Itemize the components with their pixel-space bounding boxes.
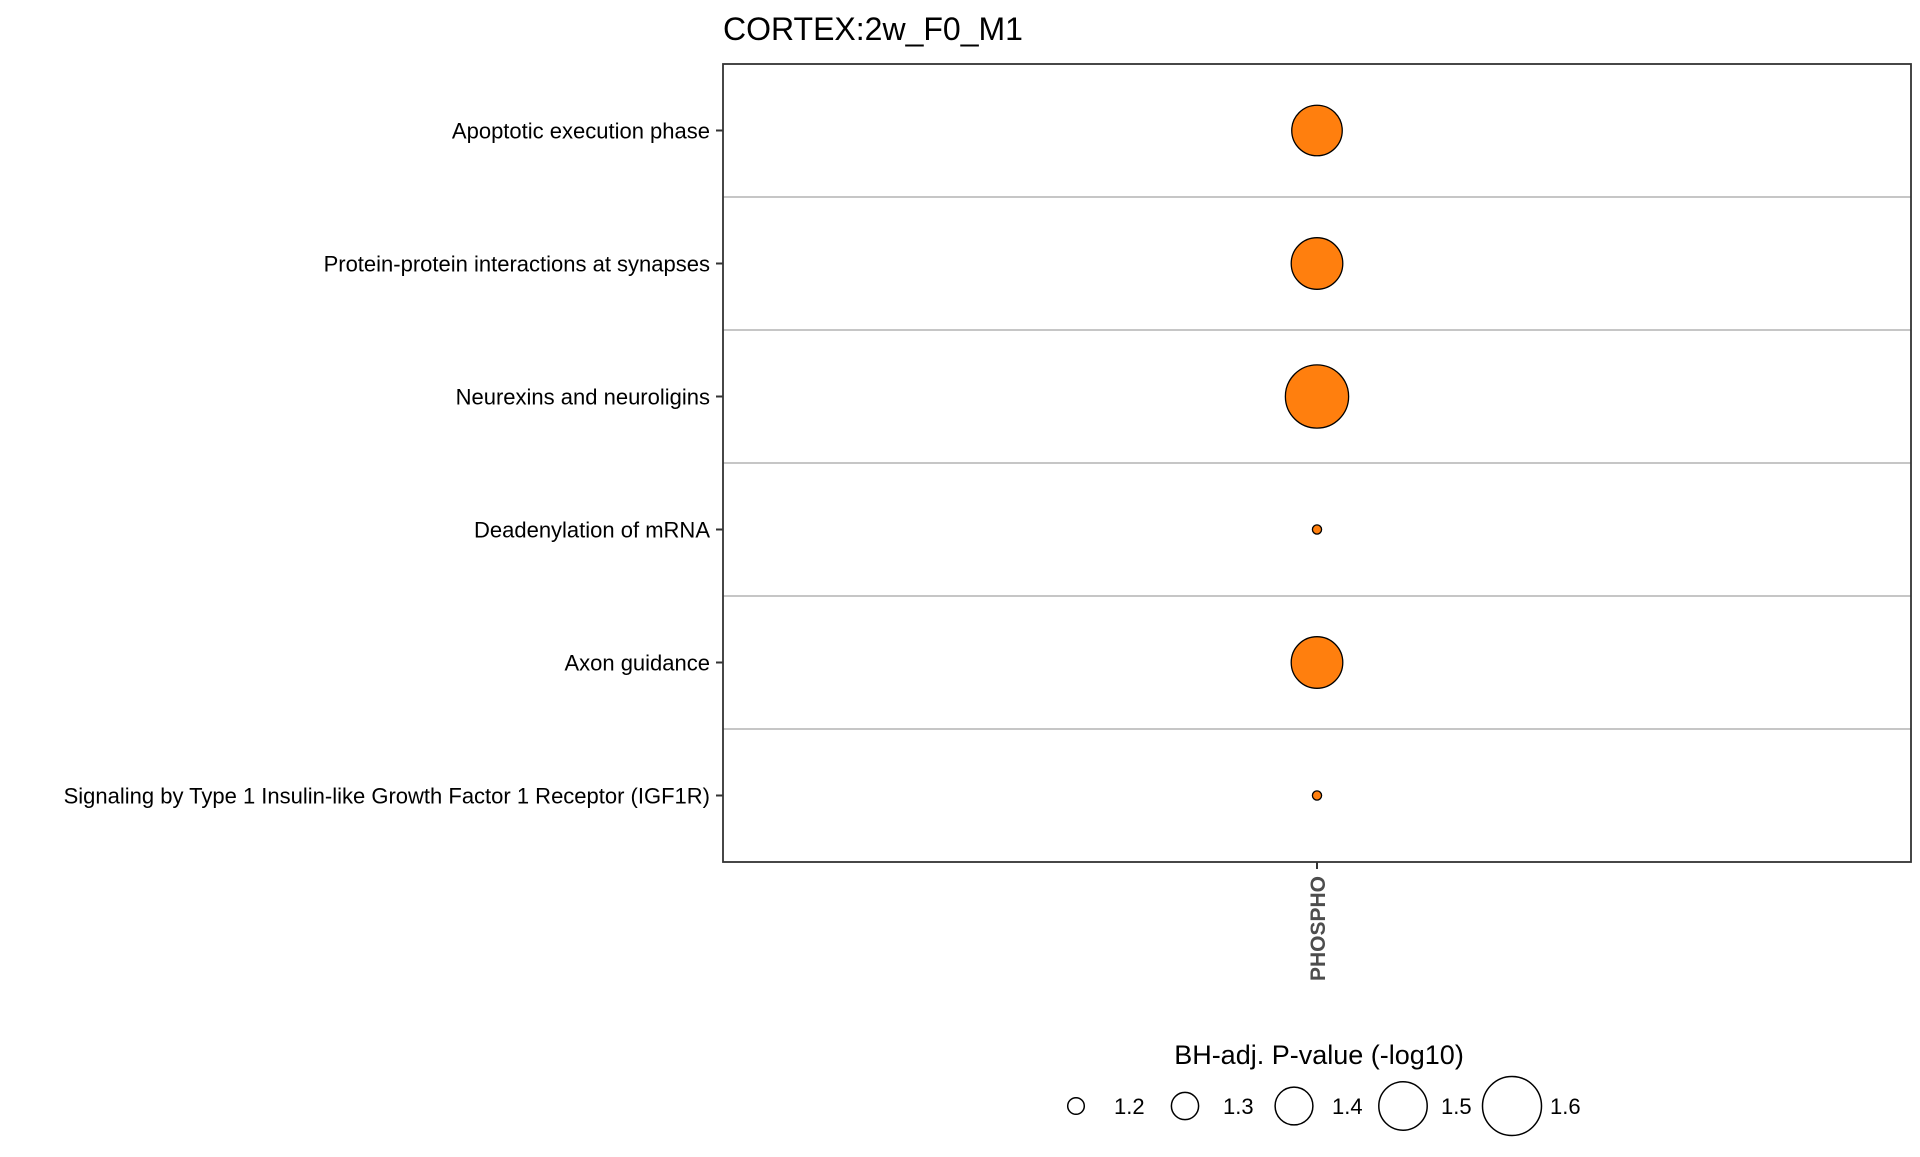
y-tick-label: Deadenylation of mRNA [474, 518, 710, 543]
y-tick-label: Protein-protein interactions at synapses [324, 252, 710, 277]
data-point [1311, 790, 1323, 801]
legend-title: BH-adj. P-value (-log10) [1174, 1040, 1464, 1070]
legend-key [1274, 1086, 1314, 1126]
plot-panel-border [722, 63, 1912, 863]
legend-label: 1.4 [1332, 1094, 1363, 1119]
data-point [1284, 364, 1350, 429]
y-tick-label: Axon guidance [564, 651, 710, 676]
y-tick-label: Neurexins and neuroligins [456, 385, 710, 410]
legend-label: 1.3 [1223, 1094, 1254, 1119]
data-point [1311, 524, 1323, 535]
plot-layer: Apoptotic execution phase Protein-protein… [64, 63, 1912, 981]
legend-key [1066, 1096, 1086, 1116]
legend-label: 1.6 [1550, 1094, 1581, 1119]
data-point [1291, 104, 1343, 157]
x-tick-label: PHOSPHO [1307, 876, 1330, 981]
data-point [1290, 636, 1344, 689]
legend-key [1481, 1075, 1543, 1137]
legend-label: 1.5 [1441, 1094, 1472, 1119]
y-tick-label: Signaling by Type 1 Insulin-like Growth … [64, 784, 710, 809]
size-legend: 1.2 1.3 1.4 1.5 1.6 [1066, 1075, 1581, 1137]
legend-label: 1.2 [1114, 1094, 1145, 1119]
data-point [1290, 237, 1344, 290]
chart-title: CORTEX:2w_F0_M1 [723, 11, 1023, 47]
legend-key [1170, 1091, 1200, 1121]
y-tick-label: Apoptotic execution phase [452, 119, 710, 144]
legend-key [1378, 1081, 1428, 1131]
